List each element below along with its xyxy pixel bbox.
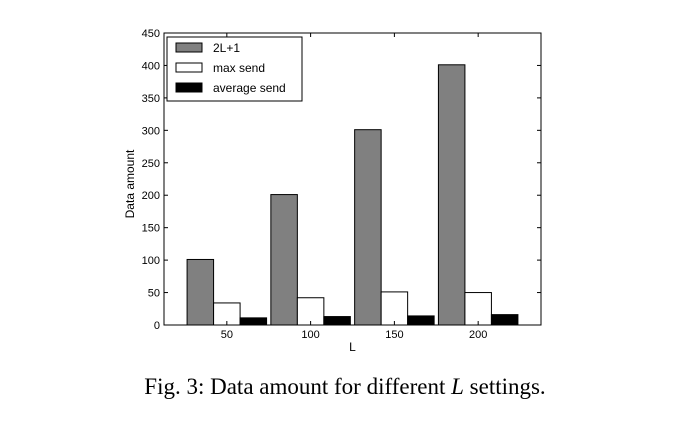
x-tick-label: 50 [221, 329, 233, 341]
bar-max-send-100 [296, 297, 325, 326]
bar-2l-1-200 [437, 64, 466, 326]
x-axis-label: L [349, 340, 356, 354]
x-tick-label: 100 [301, 329, 319, 341]
bar-2l-1-50 [186, 258, 215, 326]
y-tick-label: 0 [154, 320, 160, 332]
bar-average-send-50 [239, 317, 268, 326]
legend-swatch [175, 82, 203, 93]
bar-average-send-100 [323, 316, 351, 326]
y-tick-label: 400 [142, 60, 160, 72]
bar-max-send-150 [380, 291, 409, 326]
bar-max-send-200 [464, 292, 492, 326]
plot-frame [163, 32, 542, 326]
y-tick-label: 450 [142, 28, 160, 40]
y-tick-label: 200 [142, 190, 160, 202]
caption-prefix: Fig. 3: Data amount for different [144, 374, 452, 399]
y-tick-label: 250 [142, 158, 160, 170]
y-tick-label: 150 [142, 223, 160, 235]
figure-caption: Fig. 3: Data amount for different L sett… [0, 374, 690, 400]
bars-group [186, 64, 519, 326]
legend: 2L+1 max send average send [166, 36, 303, 102]
legend-label: max send [213, 61, 265, 75]
bar-2l-1-100 [270, 194, 298, 326]
legend-label: 2L+1 [213, 41, 240, 55]
legend-swatch [175, 42, 203, 53]
y-tick-label: 300 [142, 125, 160, 137]
y-tick-label: 350 [142, 93, 160, 105]
x-axis: 50 100 150 200 [221, 33, 487, 341]
legend-swatch [175, 62, 203, 73]
bar-average-send-200 [490, 314, 519, 326]
bar-average-send-150 [407, 315, 435, 326]
y-axis: 0 50 100 150 200 250 300 350 400 450 [142, 28, 541, 332]
caption-suffix: settings. [463, 374, 546, 399]
bar-2l-1-150 [354, 129, 382, 326]
y-tick-label: 100 [142, 255, 160, 267]
x-tick-label: 200 [469, 329, 487, 341]
y-tick-label: 50 [148, 288, 160, 300]
y-axis-label: Data amount [123, 149, 137, 218]
legend-label: average send [213, 81, 286, 95]
caption-variable: L [451, 374, 464, 399]
x-tick-label: 150 [385, 329, 403, 341]
